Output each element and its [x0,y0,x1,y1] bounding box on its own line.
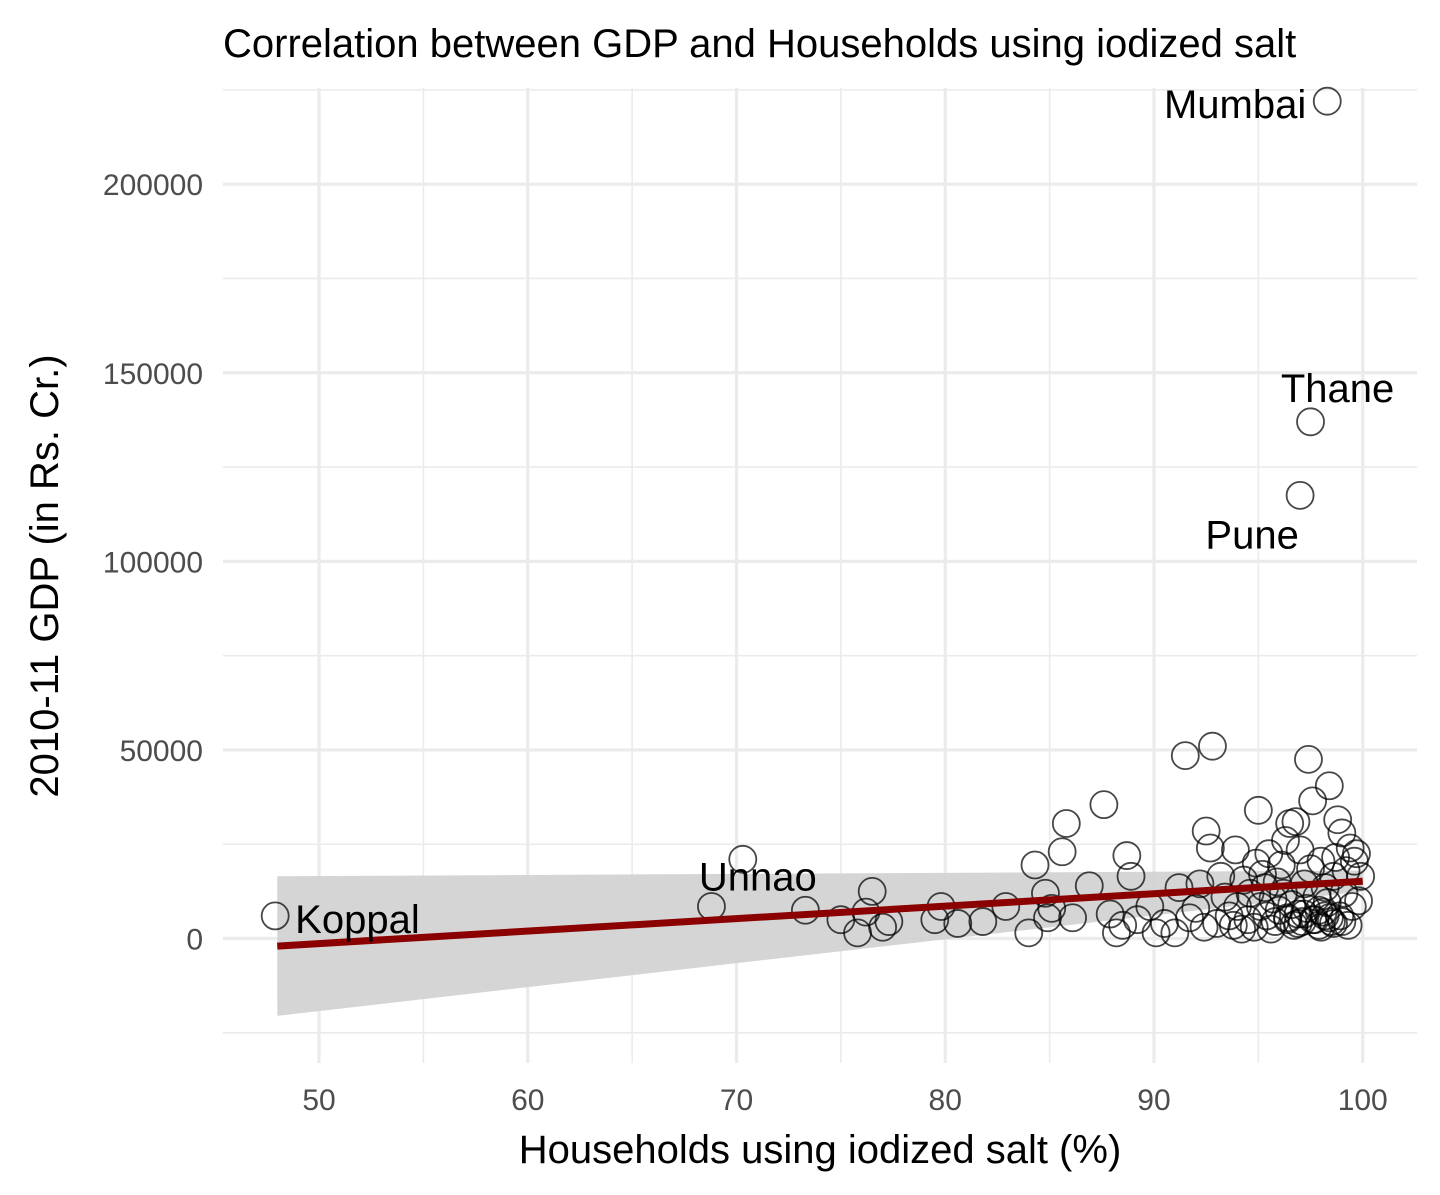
chart-title: Correlation between GDP and Households u… [223,22,1296,66]
data-point [1346,861,1376,891]
data-point [1102,918,1131,948]
trend-line [277,877,1363,950]
data-point [1189,912,1219,942]
data-point [1116,861,1146,891]
confidence-band [277,870,1363,1016]
data-point [1220,835,1250,865]
data-point [1252,901,1282,931]
data-point [1310,901,1340,931]
x-tick-label: 50 [302,1084,335,1117]
data-point [1020,850,1050,880]
point-label-unnao: Unnao [699,855,817,899]
data-point [1298,905,1328,935]
data-point [1175,903,1204,933]
data-point [1335,833,1365,863]
data-point [1058,903,1087,933]
data-point [1051,809,1081,838]
tick-labels-layer: 50 60 70 80 90 100 0 50000 100000 150000 200000 [103,169,1388,1117]
data-point [968,907,998,936]
x-tick-label: 100 [1338,1084,1388,1117]
data-point [1337,892,1367,921]
data-point [1185,869,1215,899]
data-point [1108,910,1138,940]
labeled-data-point [728,844,758,874]
data-point [857,876,887,906]
labeled-data-point [260,901,290,931]
point-label-mumbai: Mumbai [1164,83,1306,127]
data-point [1198,731,1227,761]
confidence-band-layer [277,870,1363,1016]
data-point [1170,741,1200,771]
data-point [1314,771,1344,801]
data-point [868,912,898,942]
x-tick-label: 90 [1137,1084,1170,1117]
data-point [1304,895,1334,925]
x-tick-label: 80 [929,1084,962,1117]
data-point [1141,918,1171,948]
data-point [1227,914,1257,944]
data-point [1283,909,1313,938]
point-label-thane: Thane [1281,367,1394,411]
data-point [1243,795,1273,825]
labeled-data-point [1285,480,1315,510]
trend-line-layer [277,877,1363,950]
labeled-data-point [1296,407,1325,437]
data-point [1304,910,1334,940]
data-point [1344,886,1373,916]
x-tick-label: 70 [720,1084,753,1117]
data-point [1327,907,1357,936]
data-point [1271,826,1300,855]
data-point [1281,807,1311,837]
point-labels-layer: Mumbai Thane Pune Unnao Koppal [295,83,1394,942]
data-point [1112,841,1142,870]
point-label-pune: Pune [1205,513,1298,557]
data-point [1294,744,1323,774]
x-axis-title: Households using iodized salt (%) [519,1128,1122,1172]
data-point [1266,850,1296,880]
data-point [943,909,973,938]
y-axis-title: 2010-11 GDP (in Rs. Cr.) [23,354,67,797]
data-point [1306,912,1336,942]
x-tick-label: 60 [511,1084,544,1117]
data-point [1031,878,1060,908]
point-label-koppal: Koppal [295,898,420,942]
labeled-data-point [1312,86,1342,116]
data-point [1014,918,1044,948]
data-point [1298,786,1328,816]
y-tick-label: 50000 [120,735,203,768]
data-point [1191,816,1221,846]
data-point [1181,893,1211,923]
y-tick-label: 200000 [103,169,203,202]
data-point [1089,790,1119,820]
y-tick-label: 0 [186,924,203,957]
y-tick-label: 100000 [103,546,203,579]
data-point [1047,837,1077,867]
data-point [1342,839,1371,869]
data-point [1164,873,1194,903]
data-point [1037,893,1067,923]
data-point [1327,818,1357,848]
data-point [1314,903,1344,933]
y-tick-label: 150000 [103,358,203,391]
data-point [1256,914,1286,944]
data-point [1160,918,1190,948]
data-point [1195,833,1225,863]
data-point [1323,805,1353,835]
data-points-layer [260,86,1376,948]
